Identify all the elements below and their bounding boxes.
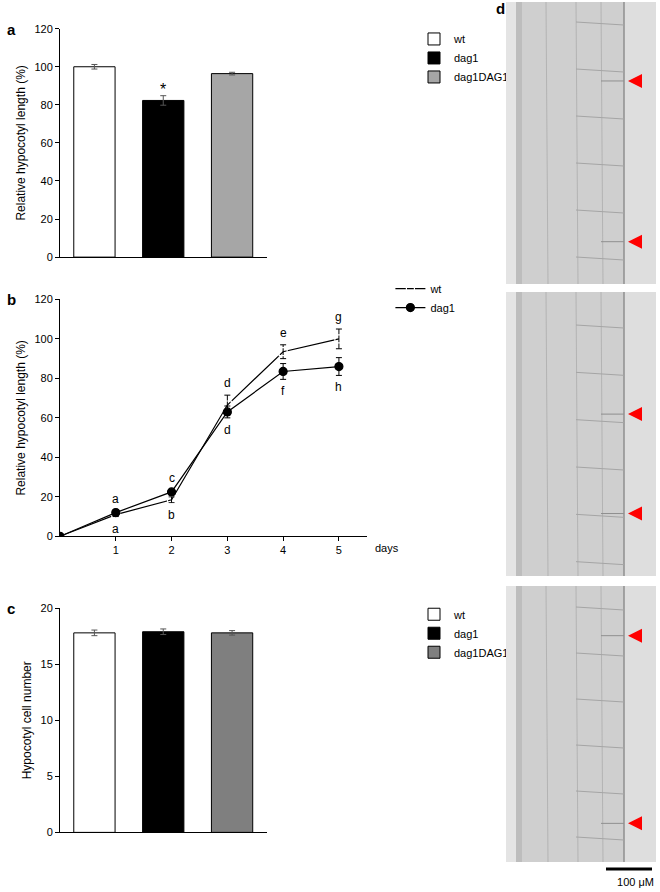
svg-text:120: 120 bbox=[34, 293, 52, 305]
svg-text:dag1DAG1-HA: dag1DAG1-HA bbox=[454, 646, 528, 659]
svg-text:1: 1 bbox=[113, 544, 119, 556]
svg-text:dag1: dag1 bbox=[430, 302, 454, 314]
svg-text:b: b bbox=[168, 508, 175, 522]
svg-text:100: 100 bbox=[34, 61, 52, 73]
svg-text:80: 80 bbox=[41, 99, 53, 111]
svg-text:120: 120 bbox=[34, 23, 52, 35]
svg-text:dag1DAG1-HA: dag1DAG1-HA bbox=[454, 71, 528, 84]
svg-text:100: 100 bbox=[34, 333, 52, 345]
svg-text:Relative hypocotyl length (%): Relative hypocotyl length (%) bbox=[14, 340, 28, 495]
svg-text:60: 60 bbox=[41, 412, 53, 424]
svg-text:c: c bbox=[7, 600, 15, 617]
svg-text:g: g bbox=[335, 310, 342, 324]
svg-text:60: 60 bbox=[41, 137, 53, 149]
svg-text:a: a bbox=[7, 21, 16, 38]
svg-text:h: h bbox=[335, 380, 342, 394]
svg-text:15: 15 bbox=[41, 658, 53, 670]
svg-text:c: c bbox=[169, 471, 175, 485]
svg-text:wt: wt bbox=[453, 33, 465, 45]
svg-text:40: 40 bbox=[41, 451, 53, 463]
svg-text:2: 2 bbox=[168, 544, 174, 556]
svg-text:wt: wt bbox=[429, 283, 441, 295]
svg-text:a: a bbox=[112, 492, 119, 506]
svg-text:Relative hypocotyl length (%): Relative hypocotyl length (%) bbox=[14, 65, 28, 220]
svg-text:days: days bbox=[375, 542, 399, 554]
svg-text:0: 0 bbox=[47, 251, 53, 263]
svg-text:0: 0 bbox=[47, 530, 53, 542]
svg-text:Hypocotyl cell number: Hypocotyl cell number bbox=[20, 661, 34, 779]
svg-text:f: f bbox=[281, 384, 285, 398]
svg-text:wt: wt bbox=[453, 609, 465, 621]
svg-text:10: 10 bbox=[41, 714, 53, 726]
svg-text:20: 20 bbox=[41, 491, 53, 503]
svg-text:d: d bbox=[224, 376, 231, 390]
svg-text:d: d bbox=[496, 0, 505, 17]
svg-text:b: b bbox=[7, 291, 16, 308]
svg-text:4: 4 bbox=[280, 544, 286, 556]
svg-text:80: 80 bbox=[41, 372, 53, 384]
svg-text:dag1: dag1 bbox=[454, 628, 478, 640]
svg-text:dag1: dag1 bbox=[454, 52, 478, 64]
svg-text:a: a bbox=[112, 522, 119, 536]
svg-text:*: * bbox=[160, 81, 166, 98]
svg-text:3: 3 bbox=[224, 544, 230, 556]
svg-text:0: 0 bbox=[47, 826, 53, 838]
svg-text:5: 5 bbox=[47, 770, 53, 782]
svg-text:40: 40 bbox=[41, 175, 53, 187]
svg-text:5: 5 bbox=[336, 544, 342, 556]
svg-text:20: 20 bbox=[41, 602, 53, 614]
svg-text:e: e bbox=[280, 326, 287, 340]
svg-text:100 μM: 100 μM bbox=[617, 876, 654, 888]
svg-text:d: d bbox=[224, 423, 231, 437]
svg-text:20: 20 bbox=[41, 213, 53, 225]
